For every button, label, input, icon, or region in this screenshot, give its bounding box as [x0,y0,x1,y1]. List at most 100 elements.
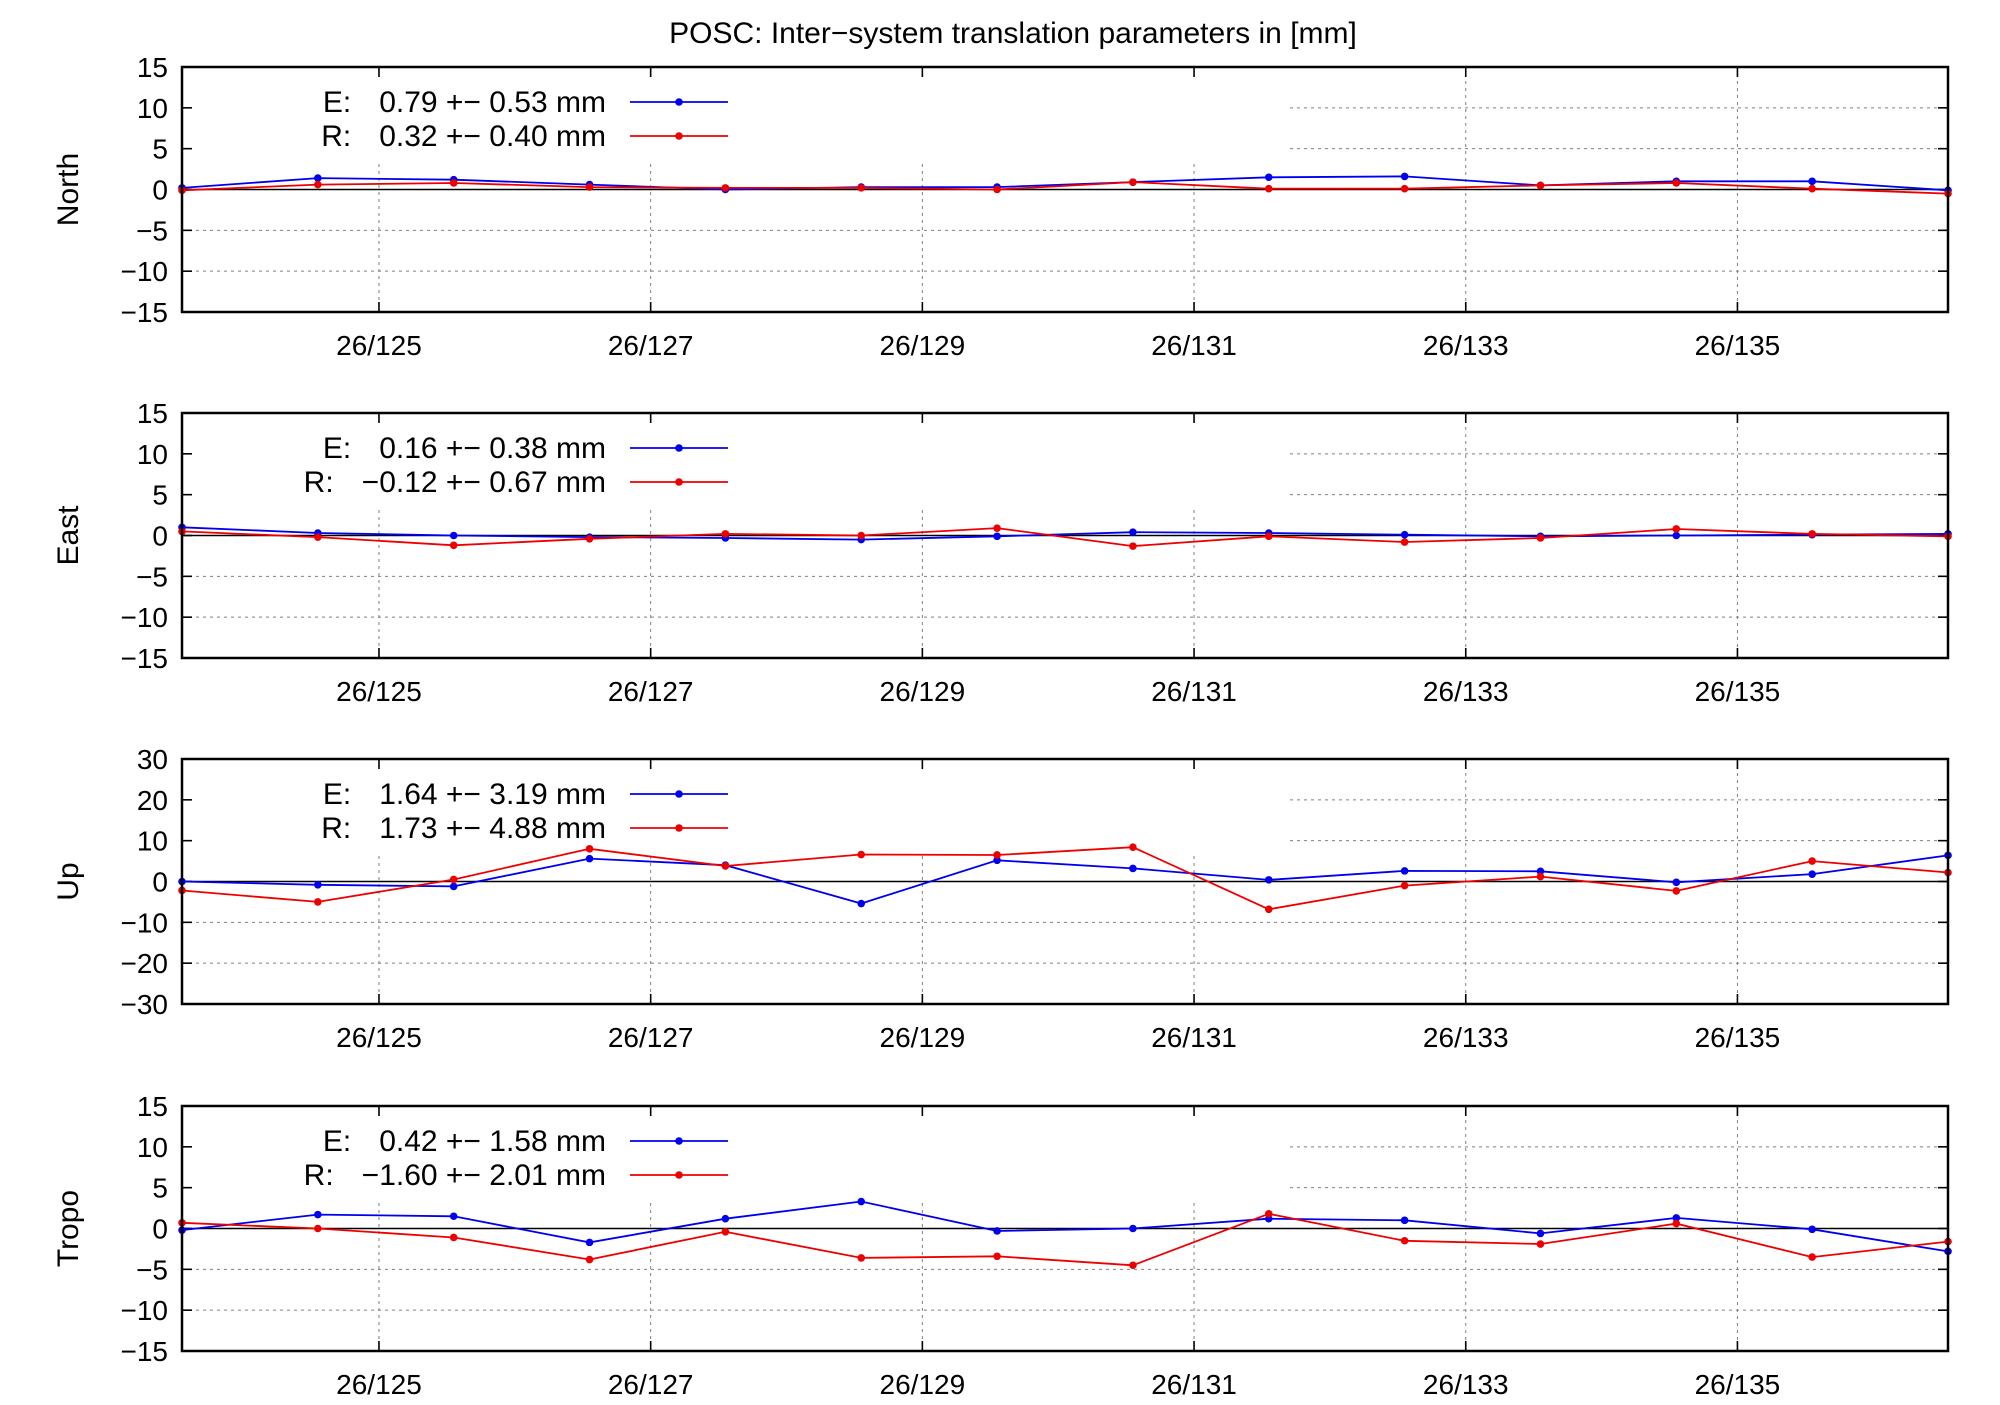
series-e-point [1808,177,1816,186]
series-r-point [585,183,594,191]
legend-stat: 0.16 +− 0.38 mm [379,432,606,465]
series-r-point [1808,857,1816,865]
series-e-point [993,532,1001,541]
legend-stat: 0.79 +− 0.53 mm [379,86,606,119]
legend-label: R: 1.73 +− 4.88 mm [321,812,606,845]
legend-series-name: E: [323,1125,351,1158]
series-r-point [1672,1219,1681,1228]
series-r-point [1400,538,1409,546]
series-e-point [585,1238,594,1247]
series-e-point [314,174,322,182]
y-axis-label: Up [52,862,85,900]
series-e-point [314,1210,322,1219]
x-tick-label: 26/133 [1423,676,1509,707]
series-e-point [1400,1216,1409,1225]
y-tick-label: −15 [121,643,169,674]
y-tick-label: 15 [137,398,168,429]
x-tick-label: 26/133 [1423,330,1509,361]
series-r-point [1808,1253,1816,1261]
legend-stat: −0.12 +− 0.67 mm [362,466,606,499]
legend-stat: −1.60 +− 2.01 mm [362,1159,606,1192]
panel-east: 15 10 5 0 −5 −10 −15 26/125 26/127 26/129 26/131 26… [52,398,1952,707]
series-r-point [585,1255,594,1264]
series-e-point [1400,530,1409,539]
series-r-line [181,846,1949,911]
legend-swatch-point [675,478,683,486]
series-r-point [314,898,322,906]
series-r-point [1129,843,1137,851]
series-e-point [1536,1229,1545,1238]
x-tick-label: 26/125 [336,1022,422,1053]
x-tick-label: 26/127 [608,1022,694,1053]
series-e-point [314,880,322,889]
series-r-point [1400,1236,1409,1245]
legend-swatch-point [675,1171,683,1179]
series-r-point [1264,1210,1273,1218]
series-e-point [1808,870,1816,878]
series-r-point [1536,872,1545,881]
series-r-point [721,530,730,538]
series-r-point [1264,905,1273,914]
series-e-point [993,1227,1001,1235]
series-r-point [993,851,1001,859]
series-r-point [1536,534,1545,542]
series-r-point [1129,1261,1137,1270]
legend-label: E: 1.64 +− 3.19 mm [323,778,606,811]
x-tick-label: 26/131 [1151,1369,1237,1400]
y-tick-label: 0 [152,1214,168,1245]
series-e-point [449,1212,458,1221]
series-r-point [993,185,1001,194]
series-e-point [1129,1224,1137,1233]
x-tick-label: 26/129 [880,1022,966,1053]
legend-swatch-point [675,790,683,798]
y-tick-label: −10 [121,602,169,633]
x-tick-label: 26/125 [336,1369,422,1400]
series-r-point [314,180,322,189]
y-tick-label: −10 [121,1295,169,1326]
x-tick-label: 26/129 [880,330,966,361]
series-e-point [1536,867,1545,876]
x-tick-label: 26/129 [880,1369,966,1400]
y-tick-label: 0 [152,175,168,206]
series-e-line [181,526,1949,541]
legend-stat: 0.32 +− 0.40 mm [379,120,606,153]
legend-stat: 0.42 +− 1.58 mm [379,1125,606,1158]
legend-swatch-point [675,1137,683,1145]
series-e-point [1264,876,1273,884]
y-tick-label: 15 [137,52,168,83]
series-e-point [1808,1225,1816,1234]
y-tick-label: −5 [136,561,168,592]
x-tick-label: 26/127 [608,1369,694,1400]
x-tick-label: 26/135 [1695,330,1781,361]
series-e-point [857,899,866,908]
series-r-point [1129,178,1137,186]
legend-swatch-point [675,98,683,106]
series-r-point [1264,532,1273,541]
series-e-line [181,1200,1949,1253]
series-r-point [857,184,866,192]
series-e-point [1129,864,1137,873]
y-tick-label: 15 [137,1091,168,1122]
y-tick-label: 30 [137,744,168,775]
series-r-point [1400,184,1409,193]
y-tick-label: −20 [121,948,169,979]
panel-tropo: 15 10 5 0 −5 −10 −15 26/125 26/127 26/129 26/131 26… [52,1091,1952,1400]
legend-series-name: R: [321,120,351,153]
series-r-point [314,533,322,541]
series-e-point [1672,1214,1681,1222]
series-e-point [1672,531,1681,540]
panel-frame [180,411,1950,660]
series-e-line [181,854,1949,905]
legend-swatch-point [675,132,683,140]
legend-label: E: 0.79 +− 0.53 mm [323,86,606,119]
x-tick-label: 26/135 [1695,676,1781,707]
y-tick-label: −10 [121,907,169,938]
series-e-line [181,175,1949,192]
series-r-point [1672,179,1681,187]
series-r-point [585,845,594,853]
series-e-point [721,1214,730,1223]
y-tick-label: 10 [137,439,168,470]
series-e-point [585,854,594,863]
series-r-point [585,534,594,543]
series-r-line [181,1212,1949,1267]
